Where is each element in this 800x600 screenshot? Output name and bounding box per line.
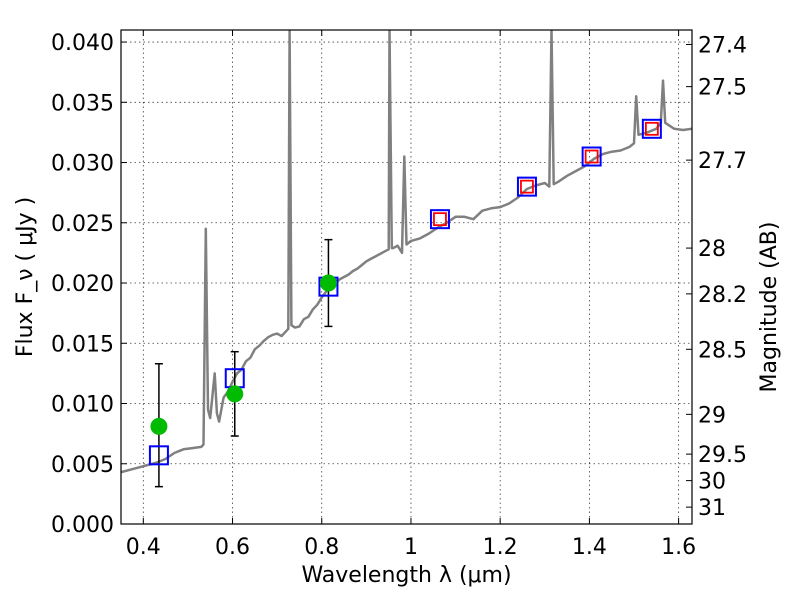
y-tick-label: 0.040 [51,31,114,56]
y-tick-label: 0.025 [51,212,114,237]
observed-flux-point [226,385,244,403]
x-tick-label: 1.6 [661,535,696,560]
magnitude-tick-label: 29 [698,403,726,428]
x-axis-label: Wavelength λ (μm) [301,563,511,588]
synthetic-flux-marker [584,149,599,164]
model-flux-marker [429,209,450,230]
x-tick-label: 1.2 [483,535,518,560]
plot-frame [120,29,693,525]
model-flux-marker [581,146,602,167]
model-flux-marker [641,118,662,139]
magnitude-tick-label: 28 [698,237,726,262]
tick-layer: 0.4 0.6 0.8 1 1.2 1.4 1.6 0.000 0.005 0.010 0.015 0… [51,30,747,560]
magnitude-tick-label: 27.4 [698,33,747,58]
magnitude-tick-label: 28.5 [698,338,747,363]
y-axis-label: Flux F_ν ( μJy ) [13,197,38,357]
observed-flux-point [150,417,168,435]
magnitude-tick-label: 30 [698,470,726,495]
y-tick-label: 0.020 [51,272,114,297]
y-tick-label: 0.035 [51,91,114,116]
x-tick-label: 1 [404,535,418,560]
synthetic-flux-marker [520,179,534,194]
y-tick-label: 0.000 [51,513,114,538]
marker-layer [148,118,662,466]
model-flux-marker [148,445,169,466]
magnitude-tick-label: 31 [698,496,726,521]
y-tick-label: 0.010 [51,393,114,418]
right-axis-label: Magnitude (AB) [757,222,782,393]
y-tick-label: 0.005 [51,453,114,478]
y-tick-label: 0.030 [51,152,114,177]
spectrum-line [121,30,692,474]
magnitude-tick-label: 29.5 [698,443,747,468]
x-tick-label: 0.4 [126,535,161,560]
magnitude-tick-label: 27.5 [698,76,747,101]
magnitude-tick-label: 27.7 [698,149,747,174]
model-flux-marker [516,176,537,197]
x-tick-label: 1.4 [572,535,607,560]
spectrum-layer [121,30,692,474]
magnitude-tick-label: 28.2 [698,283,747,308]
observed-flux-point [319,274,337,292]
y-tick-label: 0.015 [51,332,114,357]
synthetic-flux-marker [433,212,447,227]
x-tick-label: 0.8 [304,535,339,560]
x-tick-label: 0.6 [215,535,250,560]
synthetic-flux-marker [644,121,659,136]
